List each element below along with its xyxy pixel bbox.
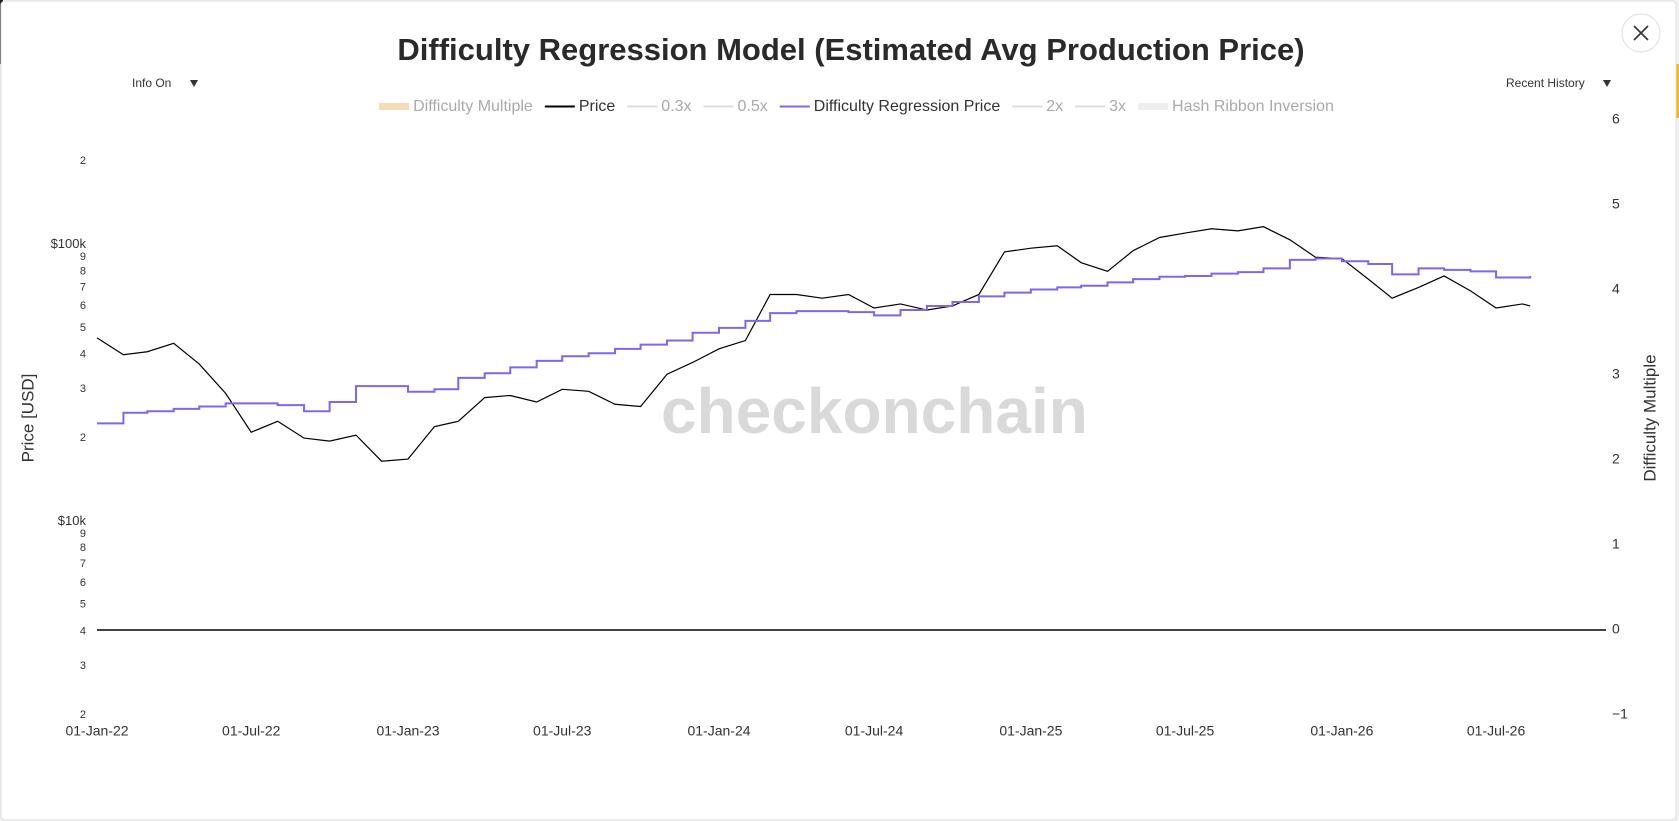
- y-tick-label: 7: [80, 281, 86, 293]
- y-tick-label: 9: [80, 528, 86, 540]
- y2-tick-label: 1: [1612, 536, 1620, 552]
- y-tick-label: 6: [80, 300, 86, 312]
- x-tick-label: 01-Jul-26: [1467, 723, 1526, 739]
- y-tick-label: 2: [80, 432, 86, 444]
- y-tick-label: $100k: [51, 236, 87, 251]
- x-tick-label: 01-Jan-22: [65, 723, 128, 739]
- chart-title: Difficulty Regression Model (Estimated A…: [397, 32, 1304, 67]
- legend-item[interactable]: 2x: [1012, 98, 1063, 115]
- y2-tick-label: −1: [1612, 706, 1628, 722]
- watermark: checkonchain: [661, 375, 1088, 447]
- legend-item[interactable]: Difficulty Multiple: [379, 98, 533, 115]
- legend-label: Difficulty Multiple: [413, 98, 533, 115]
- legend-label: Hash Ribbon Inversion: [1172, 98, 1334, 115]
- y-tick-label: 2: [80, 155, 86, 167]
- y-tick-label: 5: [80, 322, 86, 334]
- legend-swatch: [1138, 103, 1169, 110]
- close-button[interactable]: [1621, 13, 1661, 53]
- y-tick-label: 4: [80, 349, 86, 361]
- edge-accent: [1676, 64, 1679, 118]
- dropdown-label[interactable]: Recent History: [1506, 76, 1585, 90]
- y-tick-label: 4: [80, 626, 86, 638]
- legend-label: 0.5x: [738, 98, 768, 115]
- y2-tick-label: 2: [1612, 451, 1620, 467]
- dropdown-label[interactable]: Info On: [132, 76, 171, 90]
- dropdown-left[interactable]: Info On: [132, 76, 198, 90]
- y-tick-label: 8: [80, 542, 86, 554]
- legend-label: Price: [579, 98, 616, 115]
- legend-label: 0.3x: [661, 98, 691, 115]
- y-tick-label: $10k: [58, 513, 87, 528]
- y-tick-label: 7: [80, 558, 86, 570]
- x-tick-label: 01-Jul-25: [1156, 723, 1215, 739]
- legend: Difficulty Multiple Price 0.3x 0.5x Difficul…: [379, 98, 1334, 115]
- series-line: [97, 257, 1532, 425]
- y-tick-label: 3: [80, 660, 86, 672]
- x-tick-label: 01-Jan-24: [687, 723, 750, 739]
- y-tick-label: 5: [80, 599, 86, 611]
- y-tick-label: 3: [80, 383, 86, 395]
- y2-axis-title: Difficulty Multiple: [1640, 354, 1659, 481]
- legend-swatch: [379, 103, 410, 110]
- x-tick-label: 01-Jul-24: [845, 723, 904, 739]
- y2-tick-label: 5: [1612, 196, 1620, 212]
- legend-item[interactable]: Price: [544, 98, 616, 115]
- legend-label: Difficulty Regression Price: [814, 98, 1001, 115]
- legend-item[interactable]: 0.5x: [703, 98, 768, 115]
- y-axis-title: Price [USD]: [18, 374, 37, 463]
- legend-label: 2x: [1046, 98, 1063, 115]
- close-icon[interactable]: [1633, 25, 1649, 41]
- y2-tick-label: 0: [1612, 621, 1620, 637]
- x-tick-label: 01-Jul-22: [222, 723, 281, 739]
- dropdown-arrow[interactable]: [190, 80, 198, 87]
- y2-tick-label: 6: [1612, 111, 1620, 127]
- series-line: [96, 226, 1531, 462]
- dropdown-right[interactable]: Recent History: [1506, 76, 1611, 90]
- y2-tick-label: 4: [1612, 281, 1620, 297]
- y-tick-label: 6: [80, 577, 86, 589]
- y-tick-label: 9: [80, 251, 86, 263]
- y2-tick-label: 3: [1612, 366, 1620, 382]
- x-tick-label: 01-Jan-26: [1310, 723, 1373, 739]
- legend-label: 3x: [1109, 98, 1126, 115]
- legend-item[interactable]: Difficulty Regression Price: [779, 98, 1001, 115]
- legend-item[interactable]: 3x: [1075, 98, 1126, 115]
- y-tick-label: 2: [80, 709, 86, 721]
- legend-item[interactable]: 0.3x: [627, 98, 692, 115]
- x-tick-label: 01-Jan-23: [376, 723, 439, 739]
- x-tick-label: 01-Jan-25: [999, 723, 1062, 739]
- y-tick-label: 8: [80, 265, 86, 277]
- legend-item[interactable]: Hash Ribbon Inversion: [1138, 98, 1334, 115]
- dropdown-arrow[interactable]: [1603, 80, 1611, 87]
- x-tick-label: 01-Jul-23: [533, 723, 592, 739]
